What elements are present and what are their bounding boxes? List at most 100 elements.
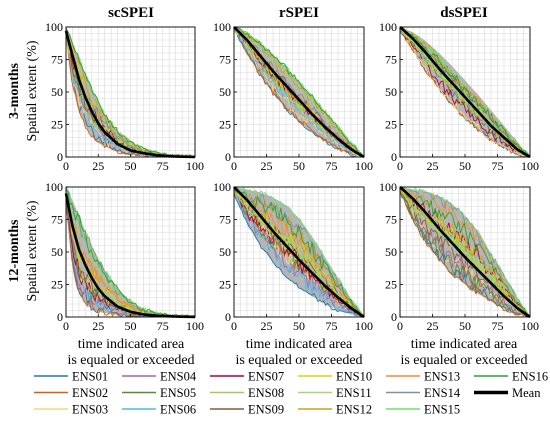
legend-label: ENS05 [160, 386, 196, 400]
legend-item-ens09: ENS09 [210, 403, 284, 417]
x-tick-label: 0 [397, 319, 403, 333]
x-tick-label: 50 [125, 319, 137, 333]
series-line-ens16 [233, 26, 364, 158]
x-tick-label: 75 [157, 159, 169, 173]
series-line-mean [64, 193, 196, 319]
y-tick-label: 25 [51, 278, 63, 292]
y-tick-label: 100 [45, 180, 63, 194]
legend-label: ENS13 [424, 370, 460, 384]
x-axis-label-col1-line1: time indicated area [78, 337, 185, 352]
y-tick-label: 0 [225, 150, 231, 164]
x-axis-label-col1-line2: is equaled or exceeded [67, 353, 194, 368]
x-tick-label: 100 [355, 159, 373, 173]
x-tick-label: 25 [427, 159, 439, 173]
x-tick-label: 50 [459, 319, 471, 333]
y-tick-label: 25 [385, 278, 397, 292]
series-line-ens13 [233, 191, 364, 318]
series-line-ens02 [399, 28, 529, 158]
panel-5: 0 25 50 75 100 0 25 50 75 100 [379, 180, 539, 333]
x-axis-label-col3-line2: is equaled or exceeded [400, 353, 527, 368]
y-tick-label: 50 [51, 245, 63, 259]
x-tick-label: 25 [92, 159, 104, 173]
column-title-dsspei: dsSPEI [440, 5, 488, 21]
legend: ENS01 ENS02 ENS03 ENS04 ENS05 ENS06 ENS07 ENS08… [34, 370, 548, 417]
legend-label: Mean [512, 386, 541, 400]
y-tick-label: 100 [45, 20, 63, 34]
y-tick-label: 25 [219, 278, 231, 292]
panel-3: 0 25 50 75 100 0 25 50 75 100 [45, 180, 204, 333]
y-axis-label-row1: Spatial extent (%) [25, 40, 40, 141]
series-line-ens04 [233, 191, 363, 318]
y-tick-label: 50 [385, 245, 397, 259]
x-tick-label: 0 [397, 159, 403, 173]
series-line-ens16 [65, 189, 195, 318]
x-tick-label: 75 [492, 319, 504, 333]
series-line-ens10 [399, 27, 529, 156]
legend-item-ens01: ENS01 [34, 370, 108, 384]
x-tick-label: 50 [459, 159, 471, 173]
column-title-rspei: rSPEI [279, 5, 319, 21]
x-tick-label: 25 [427, 319, 439, 333]
x-tick-label: 0 [231, 319, 237, 333]
series-line-ens16 [399, 27, 529, 156]
legend-item-ens14: ENS14 [386, 386, 461, 400]
panel-1: 0 25 50 75 100 0 25 50 75 100 [213, 20, 373, 173]
legend-label: ENS09 [248, 403, 284, 417]
row-label-12-months: 12-months [7, 219, 22, 283]
legend-item-ens10: ENS10 [298, 370, 372, 384]
series-line-ens12 [234, 26, 363, 156]
series-line-mean [399, 186, 531, 319]
legend-label: ENS01 [72, 370, 108, 384]
x-tick-label: 100 [186, 159, 204, 173]
x-tick-label: 0 [63, 159, 69, 173]
x-tick-label: 0 [231, 159, 237, 173]
y-tick-label: 0 [57, 150, 63, 164]
series-line-ens07 [233, 189, 363, 318]
series-line-mean [233, 186, 365, 319]
legend-item-ens12: ENS12 [298, 403, 372, 417]
series-line-ens03 [233, 27, 364, 158]
legend-label: ENS03 [72, 403, 108, 417]
y-tick-label: 50 [51, 85, 63, 99]
x-tick-label: 75 [157, 319, 169, 333]
y-axis-label-row2: Spatial extent (%) [25, 200, 40, 301]
x-tick-label: 75 [326, 159, 338, 173]
y-tick-label: 25 [385, 118, 397, 132]
legend-item-ens07: ENS07 [210, 370, 284, 384]
y-tick-label: 100 [379, 180, 397, 194]
legend-item-ens11: ENS11 [298, 386, 372, 400]
legend-label: ENS12 [336, 403, 372, 417]
series-line-ens15 [234, 186, 364, 318]
y-tick-label: 75 [385, 213, 397, 227]
series-line-ens15 [400, 186, 530, 315]
x-tick-label: 100 [186, 319, 204, 333]
x-tick-label: 100 [521, 159, 539, 173]
y-tick-label: 25 [51, 118, 63, 132]
series-line-mean [64, 30, 196, 159]
x-tick-label: 0 [63, 319, 69, 333]
y-tick-label: 75 [51, 53, 63, 67]
legend-label: ENS02 [72, 386, 108, 400]
panel-4: 0 25 50 75 100 0 25 50 75 100 [213, 180, 373, 333]
y-tick-label: 100 [213, 20, 231, 34]
series-line-ens01 [233, 193, 363, 318]
column-title-scspei: scSPEI [108, 5, 154, 21]
y-tick-label: 25 [219, 118, 231, 132]
series-line-ens07 [399, 30, 530, 158]
y-tick-label: 0 [57, 310, 63, 324]
legend-label: ENS04 [160, 370, 197, 384]
series-line-ens16 [65, 28, 194, 158]
series-line-ens02 [399, 191, 529, 318]
x-tick-label: 75 [326, 319, 338, 333]
legend-label: ENS15 [424, 403, 460, 417]
series-line-ens03 [399, 30, 529, 158]
row-label-3-months: 3-months [7, 62, 22, 119]
series-line-mean [399, 26, 531, 159]
y-tick-label: 50 [219, 85, 231, 99]
y-tick-label: 50 [219, 245, 231, 259]
y-tick-label: 100 [213, 180, 231, 194]
series-line-ens05 [399, 190, 529, 317]
y-tick-label: 0 [391, 150, 397, 164]
series-line-ens06 [233, 30, 363, 158]
